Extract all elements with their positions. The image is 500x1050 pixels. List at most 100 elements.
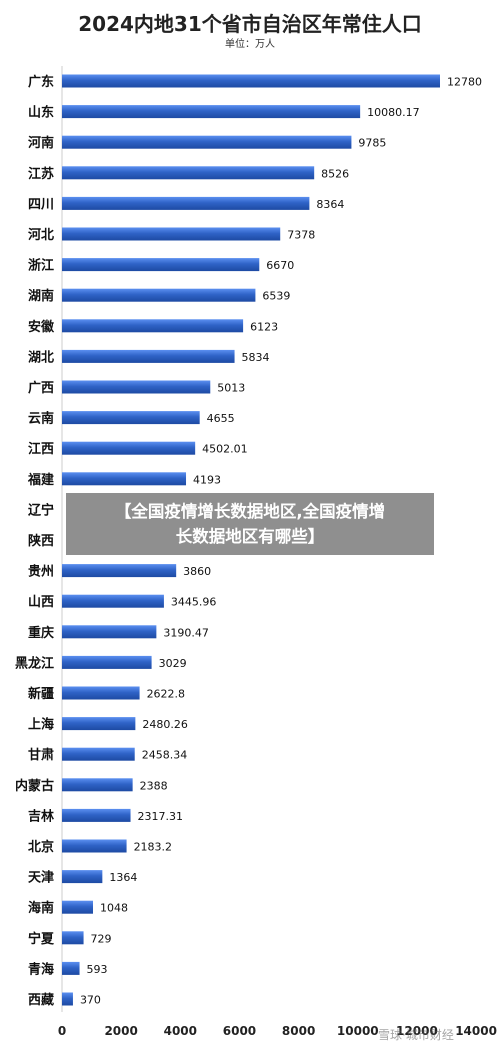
value-label: 4655 bbox=[207, 412, 235, 425]
bar bbox=[62, 74, 440, 88]
bar bbox=[62, 135, 352, 149]
value-label: 8526 bbox=[321, 167, 349, 180]
bar bbox=[62, 747, 135, 761]
bar bbox=[62, 931, 84, 945]
bar bbox=[62, 870, 103, 884]
category-label: 宁夏 bbox=[28, 931, 55, 947]
category-label: 辽宁 bbox=[28, 502, 54, 518]
overlay-banner: 【全国疫情增长数据地区,全国疫情增 长数据地区有哪些】 bbox=[66, 493, 434, 555]
category-label: 河北 bbox=[28, 227, 54, 243]
category-label: 陕西 bbox=[28, 533, 54, 549]
value-label: 10080.17 bbox=[367, 106, 420, 119]
value-label: 1364 bbox=[109, 871, 137, 884]
category-label: 山西 bbox=[28, 594, 54, 610]
value-label: 3445.96 bbox=[171, 596, 217, 609]
bar bbox=[62, 655, 152, 669]
category-label: 海南 bbox=[28, 900, 54, 916]
value-label: 3190.47 bbox=[163, 626, 209, 639]
bar bbox=[62, 961, 80, 975]
bar bbox=[62, 625, 157, 639]
bar bbox=[62, 105, 361, 119]
value-label: 5834 bbox=[242, 351, 270, 364]
bar bbox=[62, 686, 140, 700]
category-label: 广西 bbox=[28, 380, 54, 396]
x-tick-label: 10000 bbox=[337, 1024, 379, 1038]
value-label: 2388 bbox=[140, 779, 168, 792]
category-label: 黑龙江 bbox=[15, 655, 54, 671]
bar bbox=[62, 717, 136, 731]
bar bbox=[62, 319, 244, 333]
bar bbox=[62, 900, 93, 914]
bar bbox=[62, 992, 73, 1006]
value-label: 2622.8 bbox=[147, 688, 186, 701]
value-label: 8364 bbox=[316, 198, 344, 211]
overlay-line-1: 【全国疫情增长数据地区,全国疫情增 bbox=[114, 502, 386, 521]
bar bbox=[62, 839, 127, 853]
value-label: 4193 bbox=[193, 473, 221, 486]
category-label: 福建 bbox=[27, 472, 54, 488]
value-label: 12780 bbox=[447, 76, 482, 89]
value-label: 4502.01 bbox=[202, 443, 248, 456]
value-label: 2183.2 bbox=[134, 841, 173, 854]
category-label: 吉林 bbox=[28, 808, 54, 824]
value-label: 729 bbox=[91, 932, 112, 945]
value-label: 370 bbox=[80, 994, 101, 1007]
x-tick-label: 4000 bbox=[164, 1024, 197, 1038]
category-label: 江苏 bbox=[28, 166, 54, 182]
category-label: 山东 bbox=[28, 105, 54, 121]
overlay-line-2: 长数据地区有哪些】 bbox=[175, 527, 325, 546]
category-label: 北京 bbox=[28, 839, 54, 855]
value-label: 7378 bbox=[287, 229, 315, 242]
value-label: 593 bbox=[87, 963, 108, 976]
bar bbox=[62, 441, 196, 455]
category-label: 河南 bbox=[28, 135, 54, 151]
category-label: 安徽 bbox=[28, 319, 55, 335]
bar bbox=[62, 564, 177, 578]
value-label: 6123 bbox=[250, 320, 278, 333]
category-label: 云南 bbox=[28, 411, 54, 427]
value-label: 1048 bbox=[100, 902, 128, 915]
value-label: 5013 bbox=[217, 382, 245, 395]
category-label: 广东 bbox=[28, 74, 54, 90]
category-label: 浙江 bbox=[28, 258, 54, 274]
category-label: 湖南 bbox=[28, 288, 54, 304]
bar bbox=[62, 196, 310, 210]
bar bbox=[62, 258, 260, 272]
bar bbox=[62, 472, 187, 486]
value-label: 9785 bbox=[358, 137, 386, 150]
x-tick-label: 14000 bbox=[455, 1024, 497, 1038]
value-label: 6670 bbox=[266, 259, 294, 272]
category-label: 四川 bbox=[28, 197, 54, 212]
value-label: 3029 bbox=[159, 657, 187, 670]
value-label: 2480.26 bbox=[142, 718, 188, 731]
bar bbox=[62, 288, 256, 302]
watermark: 雪球·城市财经 bbox=[378, 1028, 454, 1042]
value-label: 2317.31 bbox=[138, 810, 184, 823]
x-ticks-layer: 0 2000 4000 6000 8000 10000 12000 14000 bbox=[58, 1024, 497, 1038]
category-label: 新疆 bbox=[28, 686, 54, 702]
category-label: 内蒙古 bbox=[15, 778, 54, 794]
category-label: 江西 bbox=[28, 441, 54, 457]
x-tick-label: 8000 bbox=[282, 1024, 315, 1038]
value-label: 2458.34 bbox=[142, 749, 188, 762]
x-tick-label: 6000 bbox=[223, 1024, 256, 1038]
category-label: 西藏 bbox=[28, 992, 54, 1008]
bars-layer: 广东 12780 山东 10080.17 河南 9785 江苏 8526 四川 8364 河北 737… bbox=[15, 74, 482, 1008]
bar bbox=[62, 594, 164, 608]
x-tick-label: 12000 bbox=[396, 1024, 438, 1038]
category-label: 甘肃 bbox=[28, 747, 54, 763]
value-label: 6539 bbox=[262, 290, 290, 303]
bar bbox=[62, 166, 315, 180]
category-label: 重庆 bbox=[28, 625, 54, 641]
category-label: 湖北 bbox=[28, 350, 54, 365]
bar bbox=[62, 411, 200, 425]
x-tick-label: 0 bbox=[58, 1024, 66, 1038]
category-label: 天津 bbox=[28, 870, 54, 886]
bar bbox=[62, 349, 235, 363]
chart-subtitle: 单位：万人 bbox=[225, 37, 275, 50]
bar bbox=[62, 808, 131, 822]
category-label: 青海 bbox=[28, 961, 54, 977]
category-label: 贵州 bbox=[28, 564, 54, 580]
chart-title: 2024内地31个省市自治区年常住人口 bbox=[78, 12, 422, 36]
